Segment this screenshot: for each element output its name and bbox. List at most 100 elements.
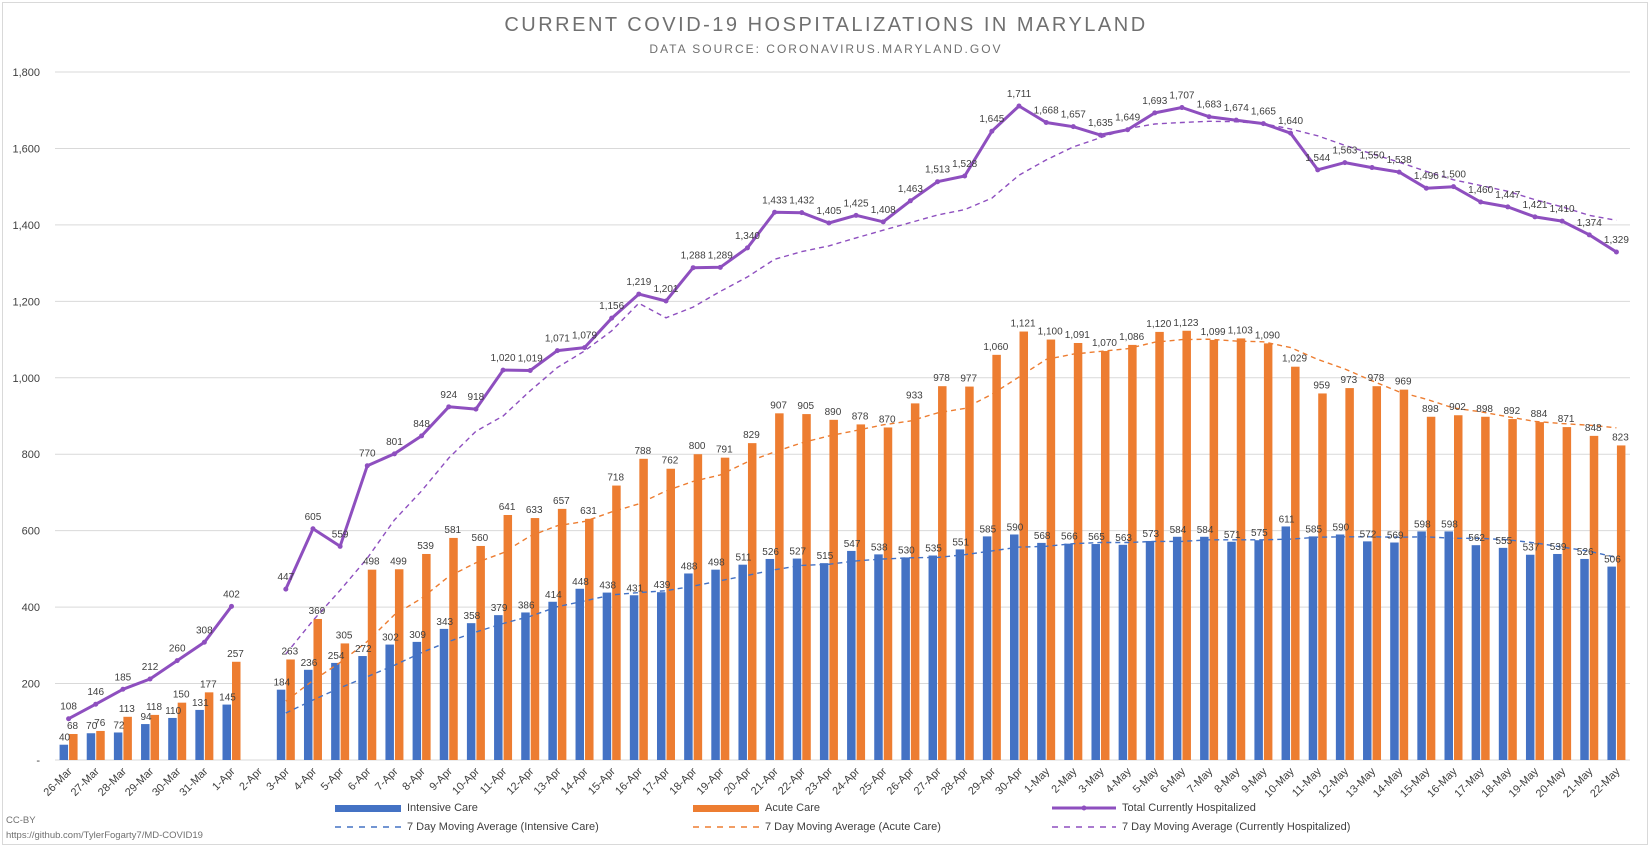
bar-intensive-care — [1281, 526, 1291, 760]
bar-acute-care — [1019, 331, 1029, 760]
data-label-acute-care: 1,099 — [1201, 327, 1226, 338]
data-label-total-hospitalized: 1,425 — [844, 198, 869, 209]
data-label-total-hospitalized: 1,674 — [1224, 103, 1249, 114]
data-label-intensive-care: 511 — [735, 553, 751, 564]
bar-intensive-care — [466, 623, 476, 760]
x-tick-label: 30-Apr — [993, 765, 1025, 797]
point-total-hospitalized — [174, 658, 180, 664]
data-label-total-hospitalized: 801 — [386, 437, 403, 448]
moving-average-total — [285, 120, 1617, 655]
point-total-hospitalized — [853, 212, 859, 218]
data-label-total-hospitalized: 1,711 — [1007, 89, 1032, 100]
x-tick-label: 1-Apr — [210, 765, 238, 793]
bar-intensive-care — [385, 644, 394, 760]
bar-acute-care — [557, 508, 567, 760]
x-tick-label: 2-Apr — [237, 765, 265, 793]
data-label-acute-care: 871 — [1558, 414, 1575, 425]
x-tick-label: 27-Mar — [69, 765, 102, 798]
bar-intensive-care — [792, 558, 802, 760]
data-label-intensive-care: 598 — [1414, 519, 1431, 530]
bar-intensive-care — [602, 592, 612, 760]
data-label-intensive-care: 575 — [1251, 528, 1268, 539]
bar-intensive-care — [1308, 536, 1318, 760]
data-label-total-hospitalized: 1,432 — [789, 196, 814, 207]
data-label-acute-care: 1,091 — [1065, 330, 1090, 341]
legend-swatch-icu-avg — [335, 826, 401, 828]
point-total-hospitalized — [1342, 160, 1348, 166]
point-total-hospitalized — [1179, 105, 1185, 111]
x-tick-label: 31-Mar — [177, 765, 210, 798]
bar-intensive-care — [928, 555, 938, 760]
point-total-hospitalized — [1586, 232, 1592, 238]
x-tick-label: 10-May — [1262, 765, 1297, 800]
data-label-acute-care: 1,060 — [983, 342, 1008, 353]
data-label-acute-care: 1,086 — [1119, 332, 1144, 343]
data-label-total-hospitalized: 1,649 — [1115, 113, 1140, 124]
data-label-acute-care: 369 — [309, 606, 326, 617]
bar-acute-care — [313, 618, 322, 760]
bar-intensive-care — [901, 557, 910, 760]
data-label-intensive-care: 302 — [382, 633, 399, 644]
data-label-intensive-care: 309 — [409, 630, 426, 641]
data-label-intensive-care: 343 — [436, 617, 453, 628]
bar-acute-care — [1616, 445, 1626, 760]
data-label-intensive-care: 566 — [1061, 532, 1078, 543]
data-label-intensive-care: 145 — [219, 693, 236, 704]
data-label-acute-care: 113 — [119, 704, 135, 715]
bar-acute-care — [612, 485, 621, 760]
x-tick-label: 29-Mar — [123, 765, 156, 798]
data-label-acute-care: 978 — [1368, 373, 1385, 384]
point-total-hospitalized — [1396, 169, 1402, 175]
data-label-acute-care: 539 — [417, 541, 434, 552]
bar-intensive-care — [1417, 531, 1426, 760]
data-label-total-hospitalized: 1,374 — [1577, 218, 1602, 229]
data-label-total-hospitalized: 1,538 — [1387, 155, 1412, 166]
point-total-hospitalized — [1260, 121, 1266, 127]
data-label-acute-care: 118 — [146, 702, 162, 713]
y-tick-label: 600 — [22, 526, 40, 538]
x-tick-label: 1-May — [1022, 765, 1052, 795]
bar-intensive-care — [1118, 544, 1128, 760]
point-total-hospitalized — [283, 586, 289, 592]
bar-acute-care — [123, 716, 132, 760]
point-total-hospitalized — [554, 348, 560, 354]
data-label-acute-care: 870 — [879, 414, 896, 425]
data-label-intensive-care: 448 — [572, 577, 589, 588]
bar-acute-care — [639, 458, 648, 760]
bar-acute-care — [232, 661, 241, 760]
y-tick-label: 1,800 — [12, 67, 40, 79]
data-label-total-hospitalized: 1,550 — [1360, 151, 1385, 162]
data-label-intensive-care: 585 — [980, 524, 997, 535]
moving-average-acute-care — [285, 338, 1617, 702]
point-total-hospitalized — [337, 543, 343, 549]
data-label-acute-care: 848 — [1585, 423, 1602, 434]
point-total-hospitalized — [1532, 214, 1538, 220]
bar-acute-care — [476, 545, 485, 760]
x-tick-label: 22-May — [1588, 765, 1623, 800]
data-label-acute-care: 305 — [336, 630, 353, 641]
point-total-hospitalized — [120, 686, 126, 692]
bar-intensive-care — [738, 564, 747, 760]
legend-label: Total Currently Hospitalized — [1122, 802, 1256, 814]
bar-intensive-care — [1553, 553, 1562, 760]
data-label-acute-care: 1,120 — [1146, 319, 1171, 330]
data-label-acute-care: 1,029 — [1282, 354, 1307, 365]
data-label-acute-care: 68 — [67, 721, 79, 732]
legend-label: 7 Day Moving Average (Intensive Care) — [407, 821, 599, 833]
point-total-hospitalized — [364, 463, 370, 469]
data-label-total-hospitalized: 1,563 — [1332, 146, 1357, 157]
point-total-hospitalized — [962, 173, 968, 179]
data-label-total-hospitalized: 108 — [60, 702, 77, 713]
data-label-intensive-care: 563 — [1115, 533, 1132, 544]
data-label-acute-care: 829 — [743, 430, 760, 441]
y-tick-label: 1,200 — [12, 296, 40, 308]
point-total-hospitalized — [744, 245, 750, 251]
legend-intensive-care: Intensive Care — [335, 802, 478, 814]
data-label-acute-care: 884 — [1531, 409, 1548, 420]
data-label-total-hospitalized: 848 — [413, 419, 430, 430]
data-label-acute-care: 1,103 — [1228, 325, 1253, 336]
data-label-intensive-care: 386 — [518, 600, 535, 611]
chart-title: CURRENT COVID-19 HOSPITALIZATIONS IN MAR… — [504, 14, 1148, 36]
bar-intensive-care — [303, 669, 313, 760]
data-label-intensive-care: 590 — [1007, 522, 1024, 533]
